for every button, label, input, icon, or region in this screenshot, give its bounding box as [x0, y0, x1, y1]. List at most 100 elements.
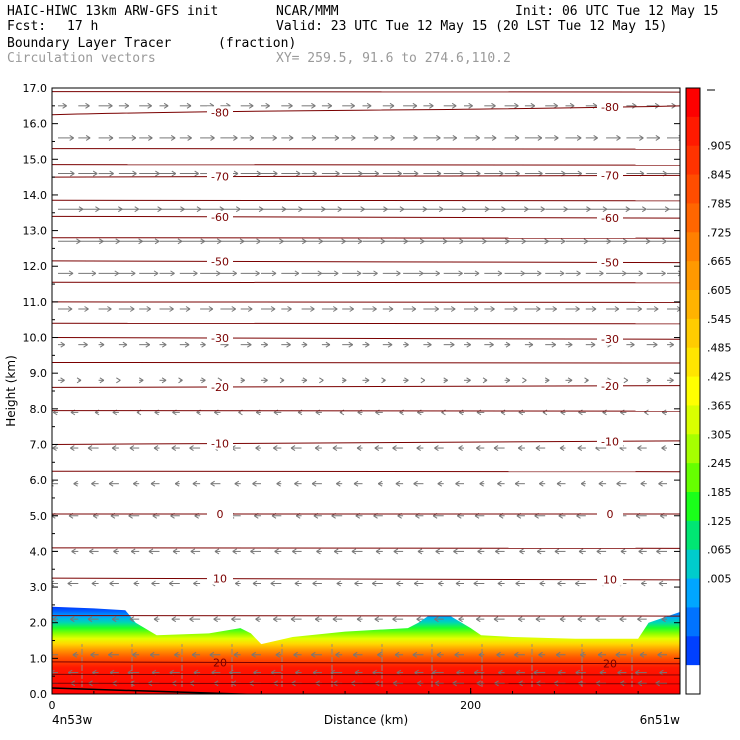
isoline [52, 409, 680, 412]
wind-vector [273, 445, 282, 451]
wind-vector-head [171, 616, 177, 623]
colorbar-swatch [686, 203, 700, 233]
wind-vector [78, 270, 97, 277]
wind-vector [168, 580, 180, 587]
wind-vector [58, 306, 73, 312]
contour-label: -50 [601, 256, 619, 269]
wind-vector [519, 548, 525, 555]
wind-vector [159, 170, 177, 177]
wind-vector [52, 580, 58, 587]
wind-vector [416, 445, 424, 451]
wind-vector [646, 270, 666, 277]
wind-vector-head [250, 548, 255, 555]
wind-vector-head [215, 270, 221, 277]
wind-vector [545, 341, 557, 348]
wind-vector-head [161, 377, 167, 384]
wind-vector [279, 377, 285, 384]
wind-vector [281, 341, 291, 348]
wind-vector [504, 341, 511, 348]
wind-vector [261, 270, 277, 277]
wind-vector [87, 616, 99, 623]
wind-vector [578, 548, 586, 555]
wind-vector [423, 170, 442, 177]
wind-vector-head [493, 445, 499, 451]
wind-vector [371, 580, 383, 587]
wind-vector [565, 134, 582, 141]
wind-vector [443, 102, 457, 109]
wind-vector [240, 170, 262, 177]
wind-vector-head [653, 306, 659, 312]
wind-vector [423, 134, 441, 141]
wind-vector [473, 580, 485, 587]
wind-vector-head [138, 377, 144, 384]
wind-vector [251, 651, 261, 658]
wind-vector [661, 445, 667, 451]
wind-vector [667, 306, 680, 312]
wind-vector [116, 377, 121, 384]
wind-vector-head [417, 548, 423, 555]
wind-vector-head [294, 270, 300, 277]
wind-vector [423, 102, 434, 109]
colorbar-swatch [686, 434, 700, 464]
wind-vector [504, 377, 511, 384]
wind-vector-head [147, 102, 152, 109]
wind-vector [382, 341, 393, 348]
colorbar-label: .605 [707, 284, 732, 297]
wind-vector [281, 206, 303, 213]
wind-vector [200, 134, 215, 141]
wind-vector-head [577, 616, 583, 623]
wind-vector [626, 102, 637, 109]
wind-vector-head [591, 306, 597, 312]
wind-vector [458, 445, 464, 451]
wind-vector [78, 102, 90, 109]
wind-vector [200, 341, 206, 348]
wind-vector-head [124, 102, 130, 109]
wind-vector-head [90, 651, 95, 658]
wind-vector [515, 580, 525, 587]
wind-vector [240, 206, 264, 213]
y-tick-label: 7.0 [30, 438, 48, 451]
wind-vector [281, 306, 292, 312]
wind-vector [281, 170, 301, 177]
wind-vector [233, 651, 241, 658]
y-axis-label: Height (km) [4, 355, 18, 426]
wind-vector [646, 306, 659, 312]
wind-vector-head [435, 548, 440, 555]
wind-vector-head [350, 102, 355, 109]
wind-vector [89, 548, 99, 555]
wind-vector-head [387, 341, 393, 348]
colorbar-swatch [686, 145, 700, 175]
wind-vector [362, 102, 372, 109]
wind-vector-head [373, 270, 378, 277]
wind-vector [362, 170, 380, 177]
wind-vector-head [251, 651, 256, 658]
contour-label: -60 [601, 212, 619, 225]
wind-vector-head [536, 548, 542, 555]
wind-vector-head [189, 616, 194, 623]
wind-vector-head [178, 377, 183, 384]
wind-vector [646, 341, 658, 348]
colorbar-label: .665 [707, 255, 732, 268]
wind-vector [342, 134, 356, 141]
wind-vector [179, 341, 190, 348]
wind-vector [240, 102, 254, 109]
wind-vector-head [290, 445, 296, 451]
wind-vector [293, 651, 302, 658]
wind-vector [281, 270, 300, 277]
wind-vector [316, 548, 322, 555]
wind-vector-head [233, 651, 239, 658]
wind-vector-head [319, 377, 324, 384]
wind-vector [477, 548, 485, 555]
wind-vector-head [535, 445, 541, 451]
temperature-contour [52, 260, 680, 264]
wind-vector-head [231, 616, 236, 623]
wind-vector-head [576, 134, 582, 141]
wind-vector-head [351, 134, 356, 141]
wind-vector-head [517, 445, 523, 451]
wind-vector [375, 548, 383, 555]
wind-vector-head [352, 651, 358, 658]
contour-label: 10 [603, 574, 617, 587]
wind-vector [661, 616, 667, 623]
wind-vector-head [334, 134, 340, 141]
wind-vector [393, 548, 404, 555]
